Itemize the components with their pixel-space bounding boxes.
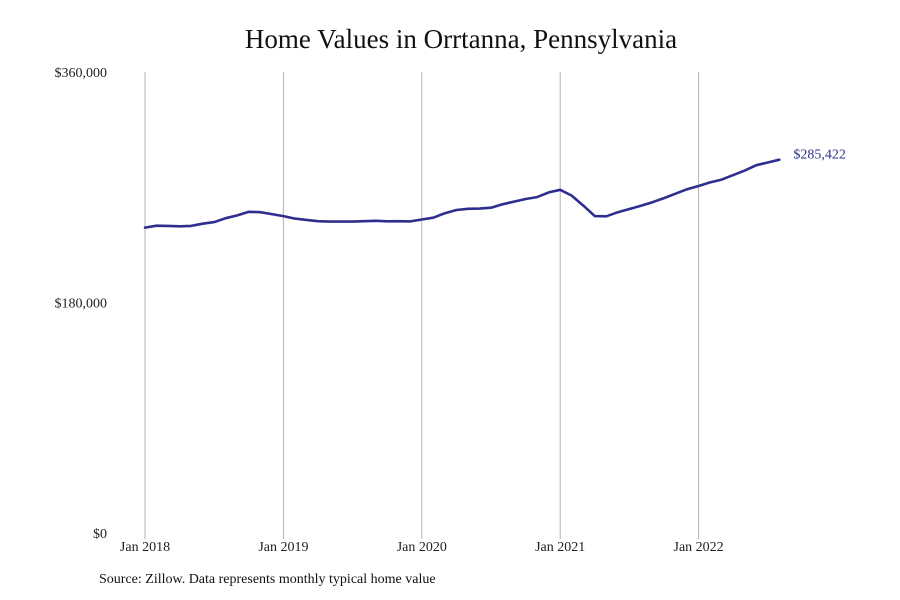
chart-title: Home Values in Orrtanna, Pennsylvania [244, 24, 678, 54]
x-tick-label: Jan 2021 [535, 540, 585, 555]
axis-ticks: Jan 2018 Jan 2019 Jan 2020 Jan 2021 Jan 2022… [55, 66, 724, 555]
gridlines [144, 72, 700, 539]
series-line [143, 158, 781, 229]
x-tick-label: Jan 2019 [258, 540, 308, 555]
series-layer: $285,422 [143, 148, 846, 229]
end-value-label: $285,422 [793, 148, 846, 163]
y-tick-label: $180,000 [55, 297, 108, 312]
source-note: Source: Zillow. Data represents monthly … [99, 572, 436, 587]
y-tick-label: $360,000 [55, 66, 108, 81]
x-tick-label: Jan 2020 [397, 540, 447, 555]
y-tick-label: $0 [93, 527, 107, 542]
x-tick-label: Jan 2022 [674, 540, 724, 555]
x-tick-label: Jan 2018 [120, 540, 170, 555]
